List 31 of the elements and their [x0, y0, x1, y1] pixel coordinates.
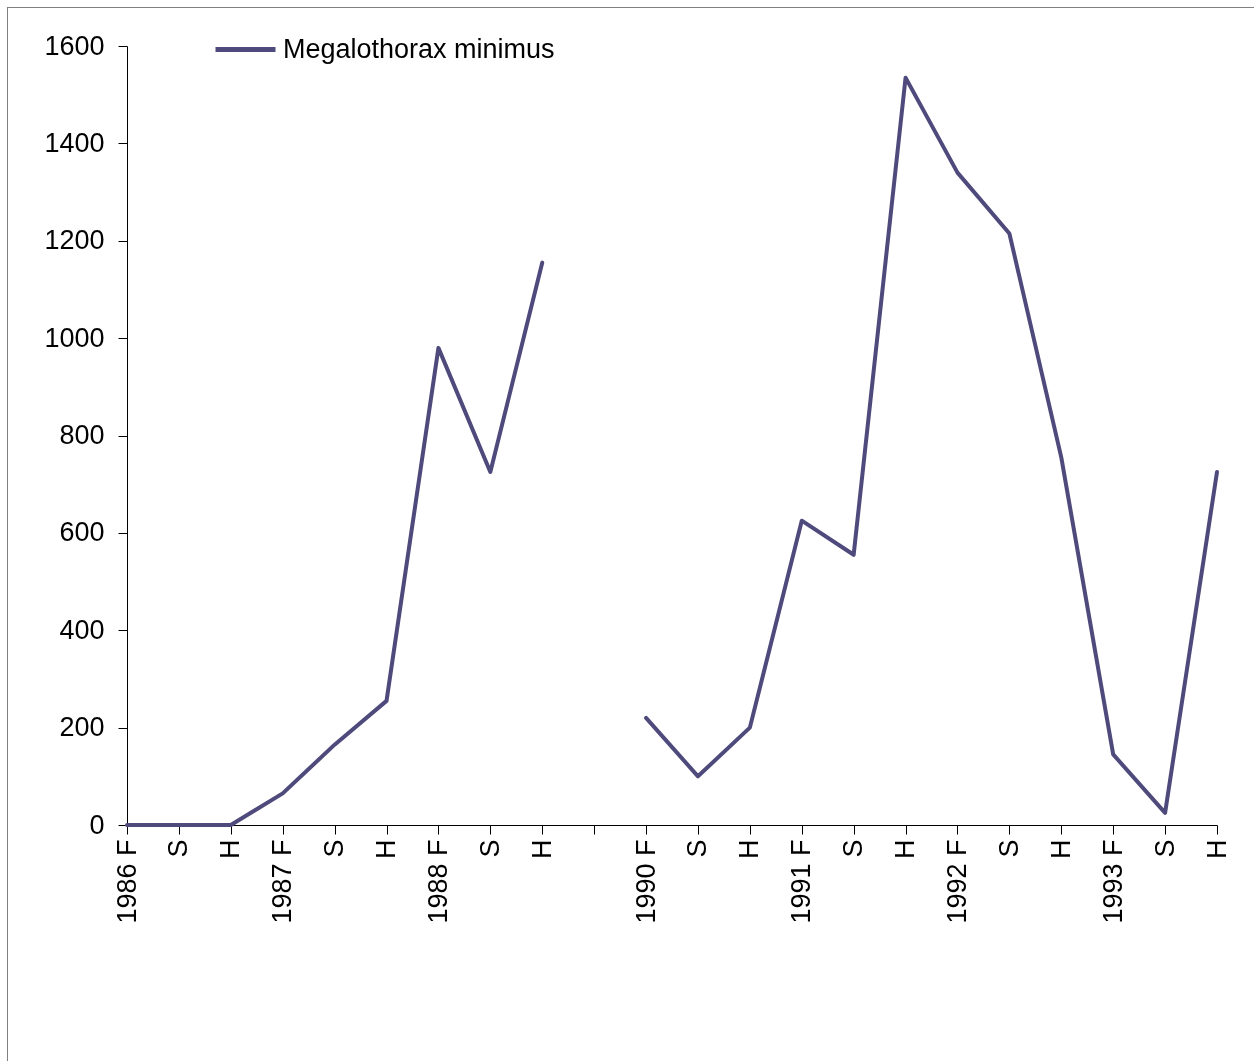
y-tick-label: 0	[89, 809, 105, 840]
x-tick-label: H	[526, 839, 557, 859]
x-tick-label: H	[215, 839, 246, 859]
y-tick-label: 400	[59, 614, 105, 645]
x-tick-label: 1991 F	[786, 839, 817, 924]
x-tick-label: H	[1201, 839, 1232, 859]
x-tick-label: H	[890, 839, 921, 859]
x-tick-label: 1992 F	[941, 839, 972, 924]
x-tick-label: 1990 F	[630, 839, 661, 924]
x-tick-label: S	[1149, 839, 1180, 858]
x-tick-label: 1988 F	[422, 839, 453, 924]
x-tick-label: S	[474, 839, 505, 858]
x-tick-label: H	[1045, 839, 1076, 859]
x-tick-label: S	[838, 839, 869, 858]
legend-label: Megalothorax minimus	[283, 33, 555, 64]
x-tick-label: S	[993, 839, 1024, 858]
y-tick-label: 800	[59, 420, 105, 450]
y-tick-label: 600	[59, 517, 105, 548]
y-tick-label: 1200	[44, 225, 105, 256]
x-tick-label: 1987 F	[267, 839, 298, 924]
x-tick-label: 1986 F	[111, 839, 142, 924]
x-tick-label: H	[734, 839, 765, 859]
x-tick-label: H	[371, 839, 402, 859]
y-tick-label: 1000	[44, 322, 105, 353]
y-tick-label: 200	[59, 712, 105, 743]
x-tick-label: 1993 F	[1097, 839, 1128, 924]
y-tick-label: 1400	[44, 127, 105, 158]
y-tick-label: 1600	[44, 30, 105, 61]
x-tick-label: S	[319, 839, 350, 858]
x-tick-label: S	[163, 839, 194, 858]
x-tick-label: S	[682, 839, 713, 858]
